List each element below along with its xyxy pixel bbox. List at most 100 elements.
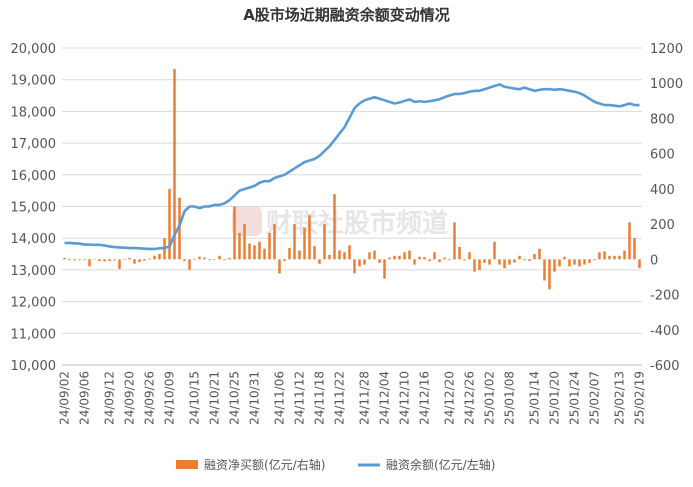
net-buy-bar xyxy=(453,222,456,260)
net-buy-bar xyxy=(508,259,511,265)
x-tick-label: 24/10/21 xyxy=(208,371,222,425)
net-buy-bar xyxy=(88,259,91,267)
x-tick-label: 24/12/20 xyxy=(443,371,457,425)
net-buy-bar xyxy=(333,194,336,260)
net-buy-bar xyxy=(438,259,441,262)
net-buy-bar xyxy=(393,255,396,260)
y-right-tick-label: 600 xyxy=(650,148,675,163)
net-buy-bar xyxy=(108,259,111,262)
net-buy-bar xyxy=(473,259,476,272)
net-buy-bar xyxy=(628,222,631,260)
net-buy-bar xyxy=(223,259,226,261)
net-buy-bar xyxy=(623,250,626,260)
x-tick-label: 25/01/08 xyxy=(503,371,517,425)
y-right-tick-label: 800 xyxy=(650,112,675,127)
net-buy-bar xyxy=(513,259,516,263)
net-buy-bar xyxy=(428,259,431,262)
net-buy-bar xyxy=(123,258,126,260)
net-buy-bar xyxy=(243,224,246,260)
y-left-tick-label: 20,000 xyxy=(11,42,57,57)
net-buy-bar xyxy=(218,255,221,260)
net-buy-bar xyxy=(263,248,266,260)
net-buy-bar xyxy=(318,259,321,264)
x-tick-label: 25/02/19 xyxy=(633,371,647,425)
net-buy-bar xyxy=(573,259,576,265)
legend-swatch-bar xyxy=(176,460,198,469)
x-tick-label: 24/09/02 xyxy=(58,371,72,425)
net-buy-bar xyxy=(548,259,551,290)
x-tick-label: 24/10/25 xyxy=(228,371,242,425)
net-buy-bar xyxy=(98,259,101,262)
net-buy-bar xyxy=(388,257,391,260)
net-buy-bar xyxy=(588,259,591,263)
net-buy-bar xyxy=(558,259,561,267)
y-left-tick-label: 14,000 xyxy=(11,232,57,247)
net-buy-bar xyxy=(353,259,356,274)
x-tick-label: 24/10/15 xyxy=(188,371,202,425)
net-buy-bar xyxy=(128,257,131,260)
net-buy-bar xyxy=(248,243,251,260)
y-right-tick-label: -400 xyxy=(650,324,680,339)
net-buy-bar xyxy=(178,197,181,260)
net-buy-bar xyxy=(168,188,171,260)
y-right-tick-label: 200 xyxy=(650,218,675,233)
net-buy-bar xyxy=(543,259,546,281)
net-buy-bar xyxy=(198,256,201,260)
net-buy-bar xyxy=(188,259,191,270)
net-buy-bar xyxy=(408,250,411,260)
net-buy-bar xyxy=(478,259,481,270)
y-left-tick-label: 15,000 xyxy=(11,201,57,216)
y-left-tick-label: 13,000 xyxy=(11,264,57,279)
net-buy-bar xyxy=(468,252,471,260)
y-right-tick-label: -200 xyxy=(650,289,680,304)
x-tick-label: 24/09/12 xyxy=(103,371,117,425)
x-tick-label: 25/02/13 xyxy=(613,371,627,425)
x-tick-label: 24/12/04 xyxy=(378,371,392,425)
net-buy-bar xyxy=(253,245,256,260)
net-buy-bar xyxy=(68,259,71,261)
x-tick-label: 24/09/26 xyxy=(143,371,157,425)
net-buy-bar xyxy=(63,257,66,260)
net-buy-bar xyxy=(533,254,536,260)
net-buy-bar xyxy=(118,259,121,270)
y-right-tick-label: 0 xyxy=(650,253,658,268)
net-buy-bar xyxy=(413,259,416,265)
net-buy-bar xyxy=(553,259,556,272)
y-left-tick-label: 17,000 xyxy=(11,137,57,152)
net-buy-bar xyxy=(613,255,616,260)
net-buy-bar xyxy=(363,259,366,265)
net-buy-bar xyxy=(308,215,311,260)
net-buy-bar xyxy=(148,258,151,260)
x-tick-label: 25/01/20 xyxy=(548,371,562,425)
x-tick-label: 25/01/24 xyxy=(568,371,582,425)
net-buy-bar xyxy=(618,255,621,260)
net-buy-bar xyxy=(78,259,81,261)
net-buy-bar xyxy=(523,259,526,261)
net-buy-bar xyxy=(423,257,426,260)
net-buy-bar xyxy=(288,247,291,260)
net-buy-bar xyxy=(303,227,306,260)
y-right-tick-label: 400 xyxy=(650,183,675,198)
net-buy-bar xyxy=(348,245,351,260)
net-buy-bar xyxy=(273,224,276,260)
x-tick-label: 25/02/07 xyxy=(588,371,602,425)
net-buy-bar xyxy=(528,259,531,262)
x-tick-label: 24/11/12 xyxy=(293,371,307,425)
grid-lines xyxy=(62,47,642,366)
y-left-tick-label: 10,000 xyxy=(11,359,57,374)
watermark: 财联社股市频道 xyxy=(232,206,448,239)
net-buy-bar xyxy=(183,259,186,262)
chart-title: A股市场近期融资余额变动情况 xyxy=(243,6,450,24)
watermark-logo xyxy=(232,206,262,236)
net-buy-bar xyxy=(228,257,231,260)
net-buy-bar xyxy=(298,250,301,260)
net-buy-bar xyxy=(328,254,331,260)
net-buy-bar xyxy=(113,259,116,261)
net-buy-bars xyxy=(63,69,641,290)
net-buy-bar xyxy=(323,224,326,260)
x-tick-label: 24/11/06 xyxy=(273,371,287,425)
net-buy-bar xyxy=(73,259,76,261)
net-buy-bar xyxy=(133,259,136,264)
net-buy-bar xyxy=(83,259,86,261)
